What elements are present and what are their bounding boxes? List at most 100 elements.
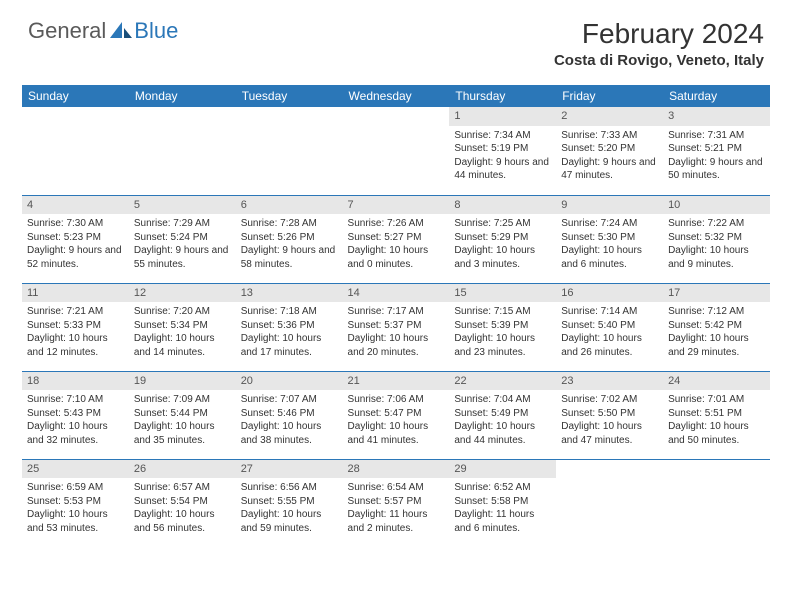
sunset-line: Sunset: 5:49 PM	[454, 407, 551, 421]
day-number: 19	[129, 372, 236, 391]
daylight-line: Daylight: 10 hours and 50 minutes.	[668, 420, 765, 447]
daylight-line: Daylight: 10 hours and 59 minutes.	[241, 508, 338, 535]
daylight-line: Daylight: 10 hours and 47 minutes.	[561, 420, 658, 447]
sunset-line: Sunset: 5:20 PM	[561, 142, 658, 156]
location-subtitle: Costa di Rovigo, Veneto, Italy	[554, 52, 764, 69]
day-number: 17	[663, 284, 770, 303]
day-number: 26	[129, 460, 236, 479]
calendar-cell	[236, 107, 343, 195]
day-number: 23	[556, 372, 663, 391]
sunset-line: Sunset: 5:32 PM	[668, 231, 765, 245]
calendar-cell: 6Sunrise: 7:28 AMSunset: 5:26 PMDaylight…	[236, 195, 343, 283]
sunrise-line: Sunrise: 7:25 AM	[454, 217, 551, 231]
sunset-line: Sunset: 5:50 PM	[561, 407, 658, 421]
calendar-cell: 21Sunrise: 7:06 AMSunset: 5:47 PMDayligh…	[343, 371, 450, 459]
sunrise-line: Sunrise: 6:59 AM	[27, 481, 124, 495]
weekday-header: Monday	[129, 85, 236, 107]
sunset-line: Sunset: 5:36 PM	[241, 319, 338, 333]
day-number: 25	[22, 460, 129, 479]
day-number: 1	[449, 107, 556, 126]
sunset-line: Sunset: 5:44 PM	[134, 407, 231, 421]
daylight-line: Daylight: 10 hours and 29 minutes.	[668, 332, 765, 359]
calendar-row: 11Sunrise: 7:21 AMSunset: 5:33 PMDayligh…	[22, 283, 770, 371]
weekday-header-row: Sunday Monday Tuesday Wednesday Thursday…	[22, 85, 770, 107]
weekday-header: Friday	[556, 85, 663, 107]
logo: General Blue	[28, 18, 178, 44]
calendar-cell	[556, 459, 663, 547]
calendar-cell: 28Sunrise: 6:54 AMSunset: 5:57 PMDayligh…	[343, 459, 450, 547]
weekday-header: Thursday	[449, 85, 556, 107]
daylight-line: Daylight: 10 hours and 38 minutes.	[241, 420, 338, 447]
logo-sail-icon	[110, 20, 132, 38]
daylight-line: Daylight: 9 hours and 47 minutes.	[561, 156, 658, 183]
daylight-line: Daylight: 10 hours and 23 minutes.	[454, 332, 551, 359]
daylight-line: Daylight: 10 hours and 3 minutes.	[454, 244, 551, 271]
calendar-cell: 5Sunrise: 7:29 AMSunset: 5:24 PMDaylight…	[129, 195, 236, 283]
sunrise-line: Sunrise: 7:09 AM	[134, 393, 231, 407]
daylight-line: Daylight: 10 hours and 35 minutes.	[134, 420, 231, 447]
daylight-line: Daylight: 10 hours and 26 minutes.	[561, 332, 658, 359]
calendar-cell: 27 Sunrise: 6:56 AMSunset: 5:55 PMDayligh…	[236, 459, 343, 547]
calendar-cell	[343, 107, 450, 195]
sunrise-line: Sunrise: 6:57 AM	[134, 481, 231, 495]
day-number: 16	[556, 284, 663, 303]
daylight-line: Daylight: 10 hours and 20 minutes.	[348, 332, 445, 359]
sunrise-line: Sunrise: 7:01 AM	[668, 393, 765, 407]
sunset-line: Sunset: 5:23 PM	[27, 231, 124, 245]
day-number: 12	[129, 284, 236, 303]
day-number: 10	[663, 196, 770, 215]
day-number: 6	[236, 196, 343, 215]
sunrise-line: Sunrise: 7:34 AM	[454, 129, 551, 143]
sunrise-line: Sunrise: 7:07 AM	[241, 393, 338, 407]
daylight-line: Daylight: 10 hours and 44 minutes.	[454, 420, 551, 447]
calendar-cell: 29Sunrise: 6:52 AMSunset: 5:58 PMDayligh…	[449, 459, 556, 547]
calendar-cell: 20Sunrise: 7:07 AMSunset: 5:46 PMDayligh…	[236, 371, 343, 459]
calendar-cell: 2Sunrise: 7:33 AMSunset: 5:20 PMDaylight…	[556, 107, 663, 195]
daylight-line: Daylight: 10 hours and 56 minutes.	[134, 508, 231, 535]
day-number: 4	[22, 196, 129, 215]
calendar-cell: 10Sunrise: 7:22 AMSunset: 5:32 PMDayligh…	[663, 195, 770, 283]
calendar-cell: 22Sunrise: 7:04 AMSunset: 5:49 PMDayligh…	[449, 371, 556, 459]
weekday-header: Tuesday	[236, 85, 343, 107]
sunrise-line: Sunrise: 7:06 AM	[348, 393, 445, 407]
day-number: 22	[449, 372, 556, 391]
day-number: 27	[236, 460, 343, 479]
logo-text-blue: Blue	[134, 18, 178, 44]
sunset-line: Sunset: 5:26 PM	[241, 231, 338, 245]
daylight-line: Daylight: 10 hours and 9 minutes.	[668, 244, 765, 271]
sunrise-line: Sunrise: 7:20 AM	[134, 305, 231, 319]
daylight-line: Daylight: 10 hours and 17 minutes.	[241, 332, 338, 359]
daylight-line: Daylight: 10 hours and 41 minutes.	[348, 420, 445, 447]
day-number: 9	[556, 196, 663, 215]
daylight-line: Daylight: 9 hours and 52 minutes.	[27, 244, 124, 271]
sunset-line: Sunset: 5:24 PM	[134, 231, 231, 245]
sunset-line: Sunset: 5:39 PM	[454, 319, 551, 333]
calendar-cell	[22, 107, 129, 195]
sunset-line: Sunset: 5:55 PM	[241, 495, 338, 509]
sunset-line: Sunset: 5:34 PM	[134, 319, 231, 333]
calendar-table: Sunday Monday Tuesday Wednesday Thursday…	[22, 85, 770, 547]
day-number: 3	[663, 107, 770, 126]
sunrise-line: Sunrise: 7:12 AM	[668, 305, 765, 319]
sunset-line: Sunset: 5:27 PM	[348, 231, 445, 245]
sunrise-line: Sunrise: 7:02 AM	[561, 393, 658, 407]
weekday-header: Sunday	[22, 85, 129, 107]
calendar-cell: 12Sunrise: 7:20 AMSunset: 5:34 PMDayligh…	[129, 283, 236, 371]
calendar-cell: 4Sunrise: 7:30 AMSunset: 5:23 PMDaylight…	[22, 195, 129, 283]
day-number: 18	[22, 372, 129, 391]
calendar-cell: 25Sunrise: 6:59 AMSunset: 5:53 PMDayligh…	[22, 459, 129, 547]
day-number: 11	[22, 284, 129, 303]
calendar-cell: 15Sunrise: 7:15 AMSunset: 5:39 PMDayligh…	[449, 283, 556, 371]
calendar-cell: 16Sunrise: 7:14 AMSunset: 5:40 PMDayligh…	[556, 283, 663, 371]
sunset-line: Sunset: 5:43 PM	[27, 407, 124, 421]
sunrise-line: Sunrise: 7:31 AM	[668, 129, 765, 143]
sunrise-line: Sunrise: 6:52 AM	[454, 481, 551, 495]
sunrise-line: Sunrise: 6:56 AM	[241, 481, 338, 495]
sunset-line: Sunset: 5:37 PM	[348, 319, 445, 333]
sunset-line: Sunset: 5:51 PM	[668, 407, 765, 421]
sunset-line: Sunset: 5:40 PM	[561, 319, 658, 333]
sunrise-line: Sunrise: 7:28 AM	[241, 217, 338, 231]
sunrise-line: Sunrise: 6:54 AM	[348, 481, 445, 495]
day-number: 20	[236, 372, 343, 391]
calendar-cell: 9Sunrise: 7:24 AMSunset: 5:30 PMDaylight…	[556, 195, 663, 283]
